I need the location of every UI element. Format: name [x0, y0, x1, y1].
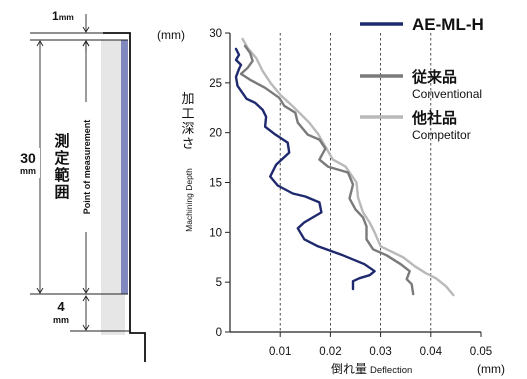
- dim-bottom-value: 4: [57, 299, 65, 314]
- measurement-label: Point of measurement: [82, 120, 92, 215]
- y-label-char: 工: [181, 106, 194, 121]
- legend-label: 他社品: [411, 109, 457, 127]
- dim-bottom-unit: mm: [53, 315, 69, 325]
- y-label-char: 深: [181, 121, 194, 136]
- x-tick-label: 0.02: [319, 346, 341, 358]
- workpiece-outline: [103, 32, 146, 362]
- y-tick-label: 20: [209, 128, 222, 140]
- series-lines: [234, 37, 455, 297]
- dim-range-value: 30: [20, 150, 36, 166]
- y-label-char: 加: [181, 91, 194, 106]
- dim-4mm-label-bg: [50, 298, 72, 328]
- x-unit: (mm): [477, 362, 505, 376]
- series-line: [234, 47, 376, 291]
- y-tick-label: 15: [209, 178, 222, 190]
- x-tick-label: 0.04: [420, 346, 443, 358]
- arrowhead: [82, 324, 90, 331]
- range-char: 定: [54, 149, 69, 167]
- measurement-diagram: 1mm 30 mm 測 定 範 囲 Point of measurement 4…: [18, 9, 146, 362]
- y-tick-label: 25: [209, 78, 222, 90]
- deflection-chart: 0.01 0.02 0.03 0.04 0.05 0 5 10 15 20 25 30 (mm) (m…: [157, 15, 505, 376]
- x-axis-label-en: Deflection: [370, 365, 412, 376]
- y-tick-label: 5: [216, 277, 222, 289]
- x-tick-label: 0.01: [269, 346, 291, 358]
- measurement-band: [121, 40, 128, 294]
- x-tick-label: 0.03: [369, 346, 391, 358]
- y-axis-label-en: Machining Depth: [184, 168, 194, 232]
- dim-range-unit: mm: [20, 166, 36, 176]
- x-axis-label: 倒れ量 Deflection: [331, 362, 412, 376]
- arrowhead: [36, 40, 44, 47]
- y-axis-label-ja: 加 工 深 さ: [181, 91, 194, 151]
- y-tick-label: 30: [209, 28, 222, 40]
- range-char: 囲: [54, 184, 69, 201]
- axis-ticks: 0.01 0.02 0.03 0.04 0.05 0 5 10 15 20 25 30: [209, 28, 492, 358]
- legend-label: 従来品: [411, 68, 457, 86]
- range-char: 範: [54, 166, 69, 184]
- legend-sublabel: Competitor: [412, 128, 471, 142]
- measurement-label-bg: [81, 102, 92, 232]
- arrowhead: [36, 287, 44, 294]
- dim-top-label: 1mm: [52, 9, 74, 23]
- tool-shank: [101, 294, 125, 335]
- dim-label-bg: [18, 148, 40, 178]
- range-char: 測: [54, 132, 69, 150]
- y-tick-label: 10: [209, 227, 222, 239]
- x-tick-label: 0.05: [470, 346, 492, 358]
- y-unit: (mm): [157, 28, 185, 42]
- series-line: [241, 37, 455, 297]
- arrowhead: [82, 295, 90, 302]
- y-label-char: さ: [181, 136, 194, 151]
- x-axis-label-ja: 倒れ量: [331, 362, 367, 376]
- arrowhead: [82, 40, 90, 47]
- legend-sublabel: Conventional: [412, 87, 482, 101]
- legend-label: AE-ML-H: [412, 15, 484, 34]
- range-label-ja: 測 定 範 囲: [54, 132, 69, 201]
- arrowhead: [82, 287, 90, 294]
- y-tick-label: 0: [216, 327, 222, 339]
- series-line: [239, 44, 415, 296]
- arrowhead: [82, 26, 90, 33]
